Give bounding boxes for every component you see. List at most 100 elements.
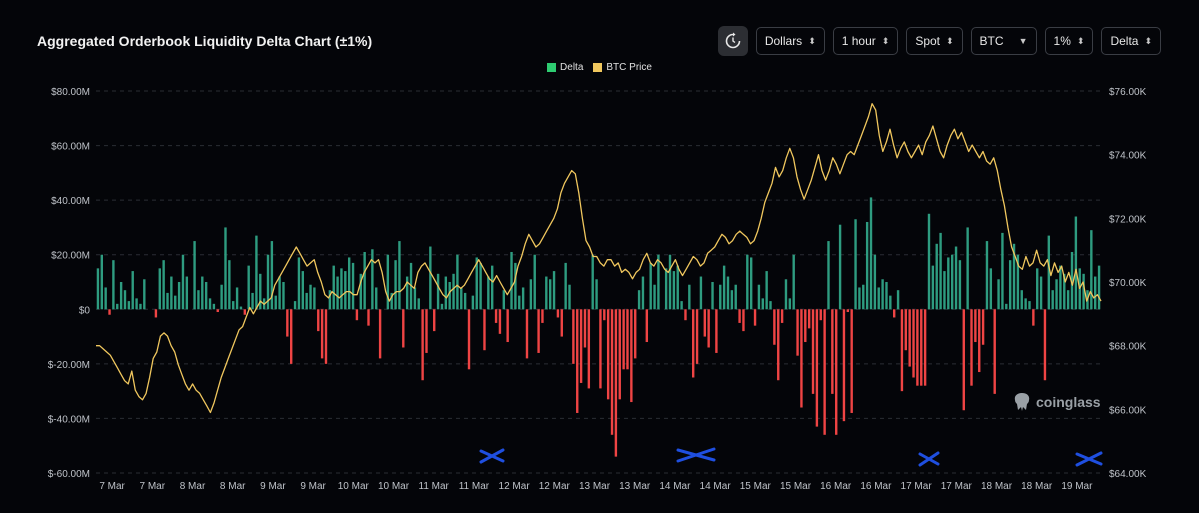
delta-bar-positive [166, 292, 169, 310]
delta-bar-positive [127, 301, 131, 310]
delta-bar-positive [838, 224, 842, 310]
delta-bar-positive [471, 295, 475, 310]
x-tick-label: 13 Mar [619, 481, 651, 492]
delta-bar-negative [606, 309, 610, 400]
delta-bar-positive [545, 276, 548, 310]
delta-bar-positive [390, 292, 393, 310]
delta-bar-negative [993, 309, 996, 394]
delta-bar-positive [854, 219, 857, 310]
delta-bar-positive [228, 260, 231, 310]
interval-select[interactable]: 1 hour ⬍ [832, 27, 899, 55]
updown-chevron-icon: ⬍ [1144, 35, 1152, 46]
x-tick-label: 16 Mar [820, 481, 852, 492]
delta-bar-positive [336, 276, 339, 310]
delta-bar-positive [1059, 265, 1062, 310]
delta-bar-positive [985, 241, 989, 310]
delta-bar-positive [444, 276, 448, 310]
delta-bar-positive [869, 197, 873, 310]
delta-bar-positive [259, 273, 262, 310]
market-select[interactable]: Spot ⬍ [906, 27, 963, 55]
delta-bar-positive [1001, 232, 1004, 310]
delta-bar-negative [378, 309, 382, 359]
delta-bar-positive [131, 271, 134, 310]
annotation-x-mark [479, 448, 505, 464]
annotation-x-mark [918, 451, 940, 467]
delta-bar-positive [220, 284, 223, 310]
x-tick-label: 10 Mar [338, 481, 370, 492]
delta-bar-positive [1051, 290, 1054, 310]
delta-bar-negative [622, 309, 625, 370]
x-tick-label: 7 Mar [99, 481, 125, 492]
delta-bar-negative [603, 309, 606, 321]
delta-bar-negative [912, 309, 915, 378]
x-tick-label: 15 Mar [780, 481, 812, 492]
delta-bar-negative [780, 309, 784, 323]
metric-select[interactable]: Delta ⬍ [1101, 27, 1161, 55]
delta-bar-positive [881, 279, 884, 310]
delta-bar-positive [1016, 254, 1020, 310]
y-right-tick-label: $76.00K [1109, 87, 1147, 98]
legend-item-price[interactable]: BTC Price [593, 62, 652, 73]
delta-bar-negative [703, 309, 706, 337]
delta-bar-positive [181, 254, 185, 310]
delta-bar-positive [139, 303, 142, 310]
delta-bar-positive [278, 276, 281, 310]
delta-bar-positive [653, 284, 656, 310]
updown-chevron-icon: ⬍ [808, 35, 816, 46]
delta-bar-positive [371, 249, 374, 310]
delta-bar-negative [695, 309, 699, 364]
x-tick-label: 18 Mar [981, 481, 1013, 492]
delta-bar-positive [417, 298, 420, 310]
delta-bar-negative [402, 309, 405, 348]
delta-bar-negative [626, 309, 629, 370]
delta-bar-positive [734, 284, 737, 310]
delta-bar-positive [119, 282, 123, 310]
delta-bar-positive [344, 271, 347, 310]
delta-bar-positive [436, 273, 440, 310]
delta-bar-positive [1008, 260, 1012, 310]
refresh-button[interactable] [717, 26, 748, 56]
delta-bar-positive [193, 241, 196, 310]
delta-bar-positive [386, 254, 390, 310]
delta-bar-positive [788, 298, 792, 310]
metric-select-label: Delta [1110, 34, 1139, 48]
updown-chevron-icon: ⬍ [946, 35, 954, 46]
y-right-tick-label: $72.00K [1109, 214, 1147, 225]
y-right-tick-label: $66.00K [1109, 405, 1147, 416]
y-left-tick-label: $40.00M [51, 196, 90, 207]
delta-bar-negative [804, 309, 807, 343]
delta-bar-positive [865, 221, 869, 310]
delta-bar-positive [564, 262, 567, 310]
delta-bar-positive [394, 260, 397, 310]
x-tick-label: 12 Mar [539, 481, 571, 492]
delta-bar-positive [657, 254, 660, 310]
delta-bar-negative [421, 309, 424, 381]
currency-select[interactable]: Dollars ⬍ [755, 27, 825, 55]
interval-select-label: 1 hour [841, 34, 876, 48]
delta-bar-negative [537, 309, 540, 353]
delta-bar-positive [726, 276, 730, 310]
delta-bar-positive [375, 287, 378, 310]
delta-bar-positive [301, 271, 304, 310]
delta-bar-negative [893, 309, 896, 318]
delta-bar-negative [1043, 309, 1047, 381]
coin-select[interactable]: BTC ▼ [970, 27, 1037, 55]
delta-bar-positive [204, 282, 208, 310]
delta-bar-negative [433, 309, 436, 332]
range-select[interactable]: 1% ⬍ [1044, 27, 1094, 55]
delta-bar-negative [974, 309, 977, 343]
delta-bar-positive [1063, 273, 1066, 310]
delta-bar-positive [966, 227, 969, 310]
delta-bar-positive [680, 301, 683, 310]
legend-item-delta[interactable]: Delta [547, 62, 583, 73]
delta-bar-positive [309, 284, 312, 310]
delta-bar-positive [452, 273, 455, 310]
delta-bar-negative [707, 309, 710, 348]
delta-bar-positive [552, 271, 556, 310]
delta-bar-positive [239, 306, 243, 310]
currency-select-label: Dollars [764, 34, 803, 48]
delta-bar-negative [556, 309, 560, 318]
x-tick-label: 17 Mar [901, 481, 933, 492]
delta-bar-negative [970, 309, 973, 386]
delta-bar-positive [1024, 298, 1027, 310]
